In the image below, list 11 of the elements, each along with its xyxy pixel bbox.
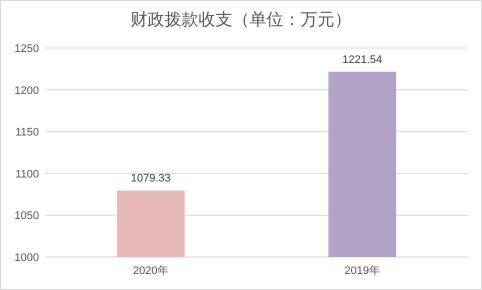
x-tick-label: 2020年 [133, 265, 168, 277]
y-tick-label: 1200 [14, 84, 39, 97]
chart-title: 财政拨款收支（单位：万元） [130, 10, 352, 29]
y-tick-label: 1100 [15, 168, 39, 180]
y-tick-label: 1050 [14, 210, 39, 222]
data-label: 1221.54 [342, 54, 382, 66]
y-tick-label: 1000 [14, 252, 39, 264]
x-tick-label: 2019年 [344, 265, 380, 277]
y-tick-label: 1250 [14, 43, 39, 55]
data-label: 1079.33 [130, 172, 171, 185]
y-tick-label: 1150 [15, 126, 39, 139]
